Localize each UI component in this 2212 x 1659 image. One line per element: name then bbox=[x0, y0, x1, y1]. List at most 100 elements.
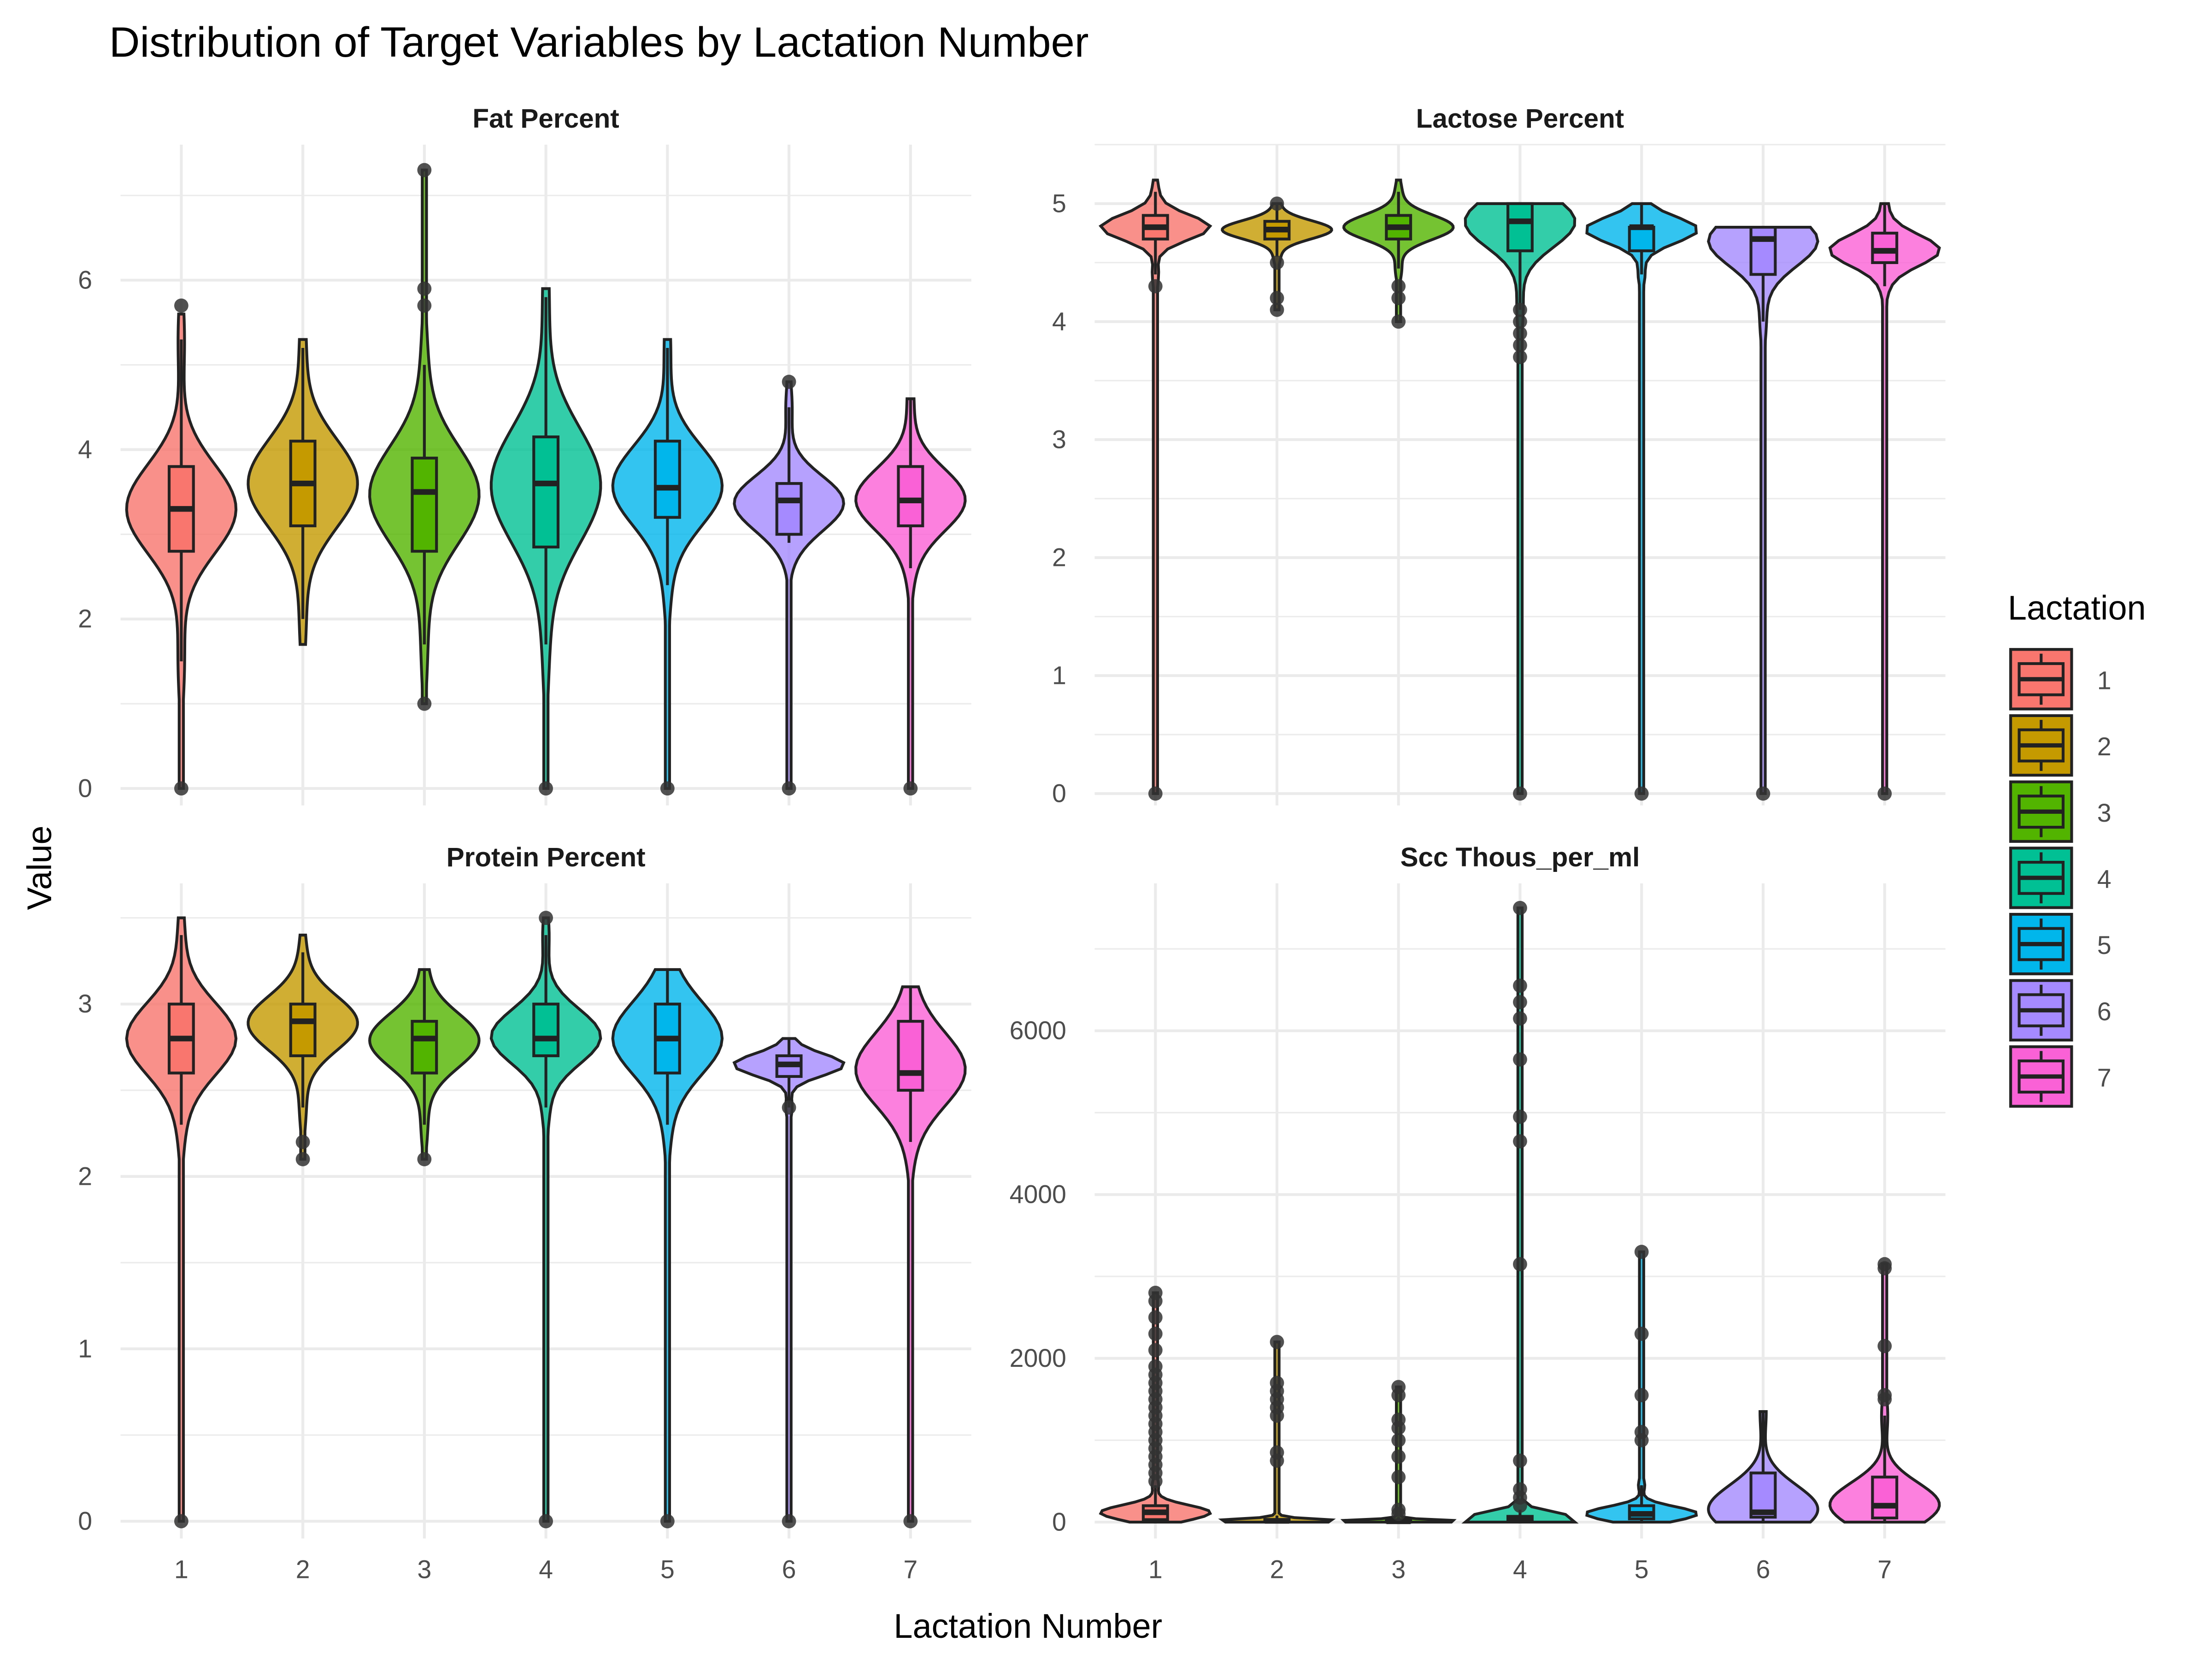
y-tick-label: 0 bbox=[78, 774, 92, 802]
legend-label: 1 bbox=[2097, 666, 2112, 694]
outlier-point bbox=[1634, 1425, 1649, 1439]
violin-shape bbox=[854, 397, 967, 790]
x-tick-label: 4 bbox=[539, 1555, 553, 1584]
outlier-point bbox=[1634, 1388, 1649, 1402]
y-tick-label: 2 bbox=[78, 1162, 92, 1190]
box-iqr bbox=[532, 1002, 560, 1058]
legend-key-5: 5 bbox=[2009, 912, 2112, 976]
outlier-point bbox=[1270, 196, 1284, 211]
legend-label: 6 bbox=[2097, 997, 2112, 1026]
outlier-point bbox=[174, 298, 188, 313]
outlier-point bbox=[1148, 1310, 1163, 1325]
violin-shape bbox=[125, 916, 238, 1523]
outlier-point bbox=[539, 1514, 553, 1529]
facet-strip-label: Lactose Percent bbox=[1416, 104, 1624, 134]
box-iqr bbox=[411, 1020, 438, 1075]
x-tick-label: 6 bbox=[782, 1555, 796, 1584]
outlier-point bbox=[295, 1135, 310, 1149]
outlier-point bbox=[174, 1514, 188, 1529]
outlier-point bbox=[1270, 302, 1284, 317]
outlier-point bbox=[1148, 1286, 1163, 1300]
legend-key-7: 7 bbox=[2009, 1045, 2112, 1108]
outlier-point bbox=[1634, 786, 1649, 801]
outlier-point bbox=[1270, 255, 1284, 270]
outlier-point bbox=[1877, 786, 1892, 801]
outlier-point bbox=[1391, 1502, 1406, 1517]
violin-shape bbox=[1585, 202, 1698, 795]
y-tick-label: 4000 bbox=[1010, 1180, 1066, 1209]
box-iqr bbox=[1506, 202, 1534, 253]
box-iqr bbox=[897, 1020, 924, 1092]
outlier-point bbox=[1513, 350, 1527, 365]
outlier-point bbox=[782, 781, 796, 796]
outlier-point bbox=[1513, 1109, 1527, 1124]
legend: Lactation 1 2 3 4 5 6 7 bbox=[2008, 589, 2146, 1108]
y-tick-label: 0 bbox=[78, 1507, 92, 1535]
x-tick-label: 5 bbox=[660, 1555, 675, 1584]
outlier-point bbox=[1877, 1257, 1892, 1271]
outlier-point bbox=[417, 1152, 432, 1166]
box-iqr bbox=[653, 440, 681, 519]
x-tick-label: 3 bbox=[1391, 1555, 1406, 1584]
x-tick-label: 7 bbox=[903, 1555, 918, 1584]
y-tick-label: 6 bbox=[78, 265, 92, 294]
outlier-point bbox=[1270, 1445, 1284, 1460]
outlier-point bbox=[1391, 1449, 1406, 1464]
y-tick-label: 2000 bbox=[1010, 1344, 1066, 1372]
y-tick-label: 4 bbox=[78, 435, 92, 464]
outlier-point bbox=[295, 1152, 310, 1166]
facet-strip-label: Fat Percent bbox=[472, 104, 619, 134]
legend-label: 4 bbox=[2097, 865, 2112, 893]
outlier-point bbox=[782, 1514, 796, 1529]
outlier-point bbox=[1391, 291, 1406, 306]
facet-panel-3: Protein Percent 0 1 2 3 1 2 3 4 5 6 7 bbox=[78, 842, 971, 1584]
y-tick-label: 0 bbox=[1052, 779, 1066, 808]
outlier-point bbox=[1877, 1388, 1892, 1402]
outlier-point bbox=[1513, 326, 1527, 341]
violin-shape bbox=[1098, 178, 1212, 795]
outlier-point bbox=[1513, 1453, 1527, 1468]
legend-label: 7 bbox=[2097, 1064, 2112, 1092]
outlier-point bbox=[903, 781, 918, 796]
y-axis-label: Value bbox=[20, 825, 59, 910]
outlier-point bbox=[1634, 1245, 1649, 1259]
y-tick-label: 2 bbox=[78, 605, 92, 633]
outlier-point bbox=[903, 1514, 918, 1529]
outlier-point bbox=[1148, 1343, 1163, 1358]
legend-key-6: 6 bbox=[2009, 979, 2112, 1041]
legend-title: Lactation bbox=[2008, 589, 2146, 627]
box-iqr bbox=[532, 435, 560, 549]
outlier-point bbox=[1391, 1470, 1406, 1484]
outlier-point bbox=[1148, 1359, 1163, 1374]
outlier-point bbox=[1391, 279, 1406, 294]
outlier-point bbox=[1513, 978, 1527, 993]
outlier-point bbox=[1391, 1412, 1406, 1427]
violin-shape bbox=[1828, 202, 1941, 795]
x-tick-label: 1 bbox=[1148, 1555, 1163, 1584]
facet-panel-1: Fat Percent 0 2 4 6 bbox=[78, 104, 971, 806]
outlier-point bbox=[1513, 314, 1527, 329]
outlier-point bbox=[1513, 1257, 1527, 1271]
outlier-point bbox=[1756, 786, 1771, 801]
outlier-point bbox=[1513, 1052, 1527, 1067]
facet-panel-4: Scc Thous_per_ml 0 2000 4000 6000 1 2 3 4 5 6 7 bbox=[1010, 842, 1946, 1584]
outlier-point bbox=[1391, 1433, 1406, 1447]
box-iqr bbox=[1871, 1476, 1899, 1520]
outlier-point bbox=[1513, 1011, 1527, 1026]
violin-shape bbox=[611, 968, 724, 1523]
violin-shape bbox=[1464, 202, 1577, 795]
y-tick-label: 1 bbox=[78, 1334, 92, 1363]
box-iqr bbox=[775, 482, 803, 536]
outlier-point bbox=[1634, 1326, 1649, 1341]
outlier-point bbox=[417, 696, 432, 711]
outlier-point bbox=[1877, 1339, 1892, 1353]
legend-key-3: 3 bbox=[2009, 780, 2112, 843]
legend-key-1: 1 bbox=[2009, 648, 2112, 711]
y-tick-label: 6000 bbox=[1010, 1016, 1066, 1045]
outlier-point bbox=[539, 781, 553, 796]
box-iqr bbox=[1871, 231, 1899, 264]
outlier-point bbox=[782, 375, 796, 389]
